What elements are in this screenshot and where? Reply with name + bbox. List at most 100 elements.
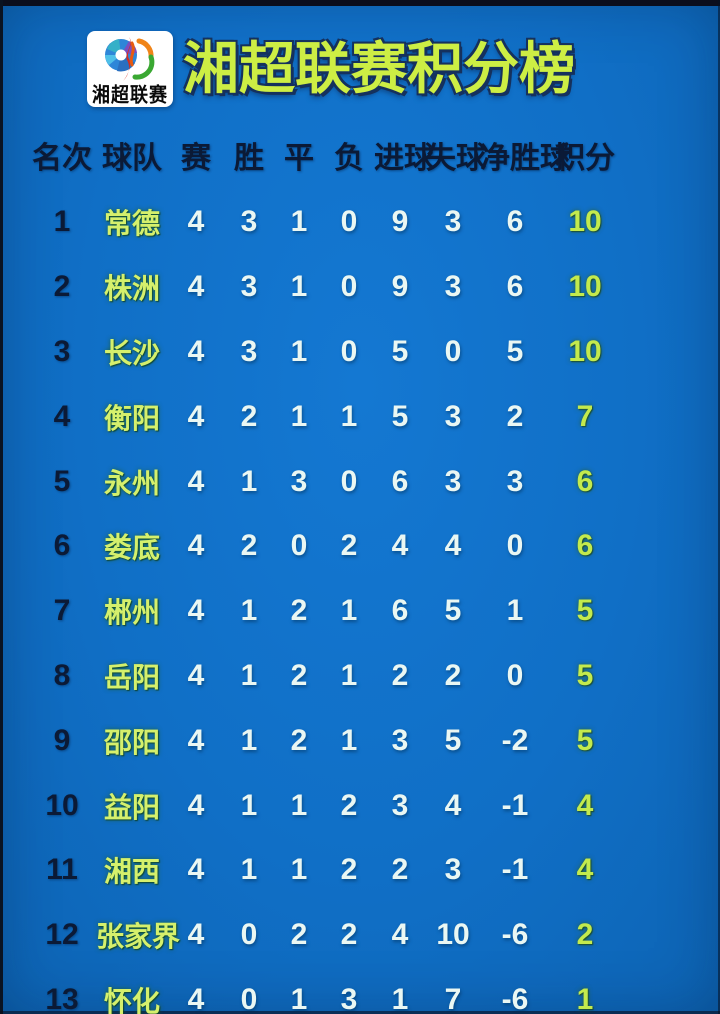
draws-cell: 1 bbox=[290, 205, 308, 239]
draws-cell: 1 bbox=[290, 788, 308, 822]
rank-cell: 12 bbox=[45, 918, 79, 952]
draws-cell: 1 bbox=[290, 853, 308, 887]
rank-cell: 5 bbox=[53, 464, 71, 498]
goal-diff-cell: 1 bbox=[506, 594, 524, 628]
points-cell: 2 bbox=[576, 918, 594, 952]
played-cell: 4 bbox=[187, 918, 205, 952]
rank-cell: 1 bbox=[53, 205, 71, 239]
column-header: 赛 bbox=[181, 142, 211, 175]
losses-cell: 2 bbox=[340, 918, 358, 952]
goals-for-cell: 5 bbox=[391, 399, 409, 433]
table-row: 10 益阳 4 1 1 2 3 4 -1 4 bbox=[0, 773, 692, 838]
team-cell: 株洲 bbox=[103, 273, 160, 305]
wins-cell: 3 bbox=[240, 205, 258, 239]
losses-cell: 1 bbox=[340, 399, 358, 433]
table-row: 3 长沙 4 3 1 0 5 0 5 10 bbox=[0, 320, 692, 385]
goal-diff-cell: 3 bbox=[506, 464, 524, 498]
rank-cell: 10 bbox=[45, 788, 79, 822]
goals-for-cell: 3 bbox=[391, 723, 409, 757]
draws-cell: 1 bbox=[290, 334, 308, 368]
table-row: 2 株洲 4 3 1 0 9 3 6 10 bbox=[0, 255, 692, 320]
rank-cell: 13 bbox=[45, 982, 79, 1014]
goals-for-cell: 4 bbox=[391, 529, 409, 563]
goals-against-cell: 0 bbox=[444, 334, 462, 368]
rank-cell: 3 bbox=[53, 334, 71, 368]
played-cell: 4 bbox=[187, 594, 205, 628]
points-cell: 7 bbox=[576, 399, 594, 433]
points-cell: 10 bbox=[568, 205, 602, 239]
points-cell: 6 bbox=[576, 464, 594, 498]
team-cell: 岳阳 bbox=[103, 661, 160, 693]
points-cell: 4 bbox=[576, 853, 594, 887]
wins-cell: 1 bbox=[240, 594, 258, 628]
bottom-edge bbox=[0, 1011, 720, 1014]
column-header: 负 bbox=[334, 142, 364, 175]
wins-cell: 2 bbox=[240, 529, 258, 563]
column-header: 胜 bbox=[234, 142, 264, 175]
goals-for-cell: 6 bbox=[391, 594, 409, 628]
points-cell: 6 bbox=[576, 529, 594, 563]
losses-cell: 2 bbox=[340, 788, 358, 822]
team-cell: 湘西 bbox=[103, 856, 160, 888]
table-row: 11 湘西 4 1 1 2 2 3 -1 4 bbox=[0, 838, 692, 903]
losses-cell: 1 bbox=[340, 723, 358, 757]
goals-against-cell: 7 bbox=[444, 982, 462, 1014]
goal-diff-cell: -1 bbox=[501, 788, 529, 822]
wins-cell: 1 bbox=[240, 464, 258, 498]
team-cell: 娄底 bbox=[103, 532, 160, 564]
table-row: 12 张家界 4 0 2 2 4 10 -6 2 bbox=[0, 903, 692, 968]
goals-against-cell: 3 bbox=[444, 399, 462, 433]
losses-cell: 0 bbox=[340, 270, 358, 304]
played-cell: 4 bbox=[187, 205, 205, 239]
column-header-row: 名次 球队 赛 胜 平 负 进球 失球 净胜球 积分 bbox=[0, 132, 720, 178]
wins-cell: 3 bbox=[240, 334, 258, 368]
goals-for-cell: 3 bbox=[391, 788, 409, 822]
table-row: 1 常德 4 3 1 0 9 3 6 10 bbox=[0, 190, 692, 255]
rank-cell: 4 bbox=[53, 399, 71, 433]
played-cell: 4 bbox=[187, 464, 205, 498]
wins-cell: 1 bbox=[240, 658, 258, 692]
league-logo: 湘超联赛 bbox=[87, 31, 173, 107]
goal-diff-cell: 6 bbox=[506, 205, 524, 239]
goals-against-cell: 3 bbox=[444, 464, 462, 498]
column-header: 失球 bbox=[426, 142, 486, 175]
goal-diff-cell: 6 bbox=[506, 270, 524, 304]
goal-diff-cell: -1 bbox=[501, 853, 529, 887]
goals-for-cell: 4 bbox=[391, 918, 409, 952]
played-cell: 4 bbox=[187, 399, 205, 433]
points-cell: 10 bbox=[568, 334, 602, 368]
draws-cell: 2 bbox=[290, 594, 308, 628]
table-row: 4 衡阳 4 2 1 1 5 3 2 7 bbox=[0, 384, 692, 449]
team-cell: 常德 bbox=[103, 208, 160, 240]
team-cell: 长沙 bbox=[103, 337, 160, 369]
played-cell: 4 bbox=[187, 853, 205, 887]
goals-against-cell: 10 bbox=[436, 918, 470, 952]
points-cell: 5 bbox=[576, 658, 594, 692]
draws-cell: 0 bbox=[290, 529, 308, 563]
table-row: 5 永州 4 1 3 0 6 3 3 6 bbox=[0, 449, 692, 514]
league-emblem-icon bbox=[105, 37, 155, 81]
column-header: 进球 bbox=[374, 142, 434, 175]
points-cell: 5 bbox=[576, 594, 594, 628]
goals-for-cell: 2 bbox=[391, 658, 409, 692]
wins-cell: 1 bbox=[240, 853, 258, 887]
goals-against-cell: 5 bbox=[444, 594, 462, 628]
goals-against-cell: 3 bbox=[444, 205, 462, 239]
rank-cell: 7 bbox=[53, 594, 71, 628]
column-header: 名次 bbox=[32, 142, 92, 175]
goals-for-cell: 2 bbox=[391, 853, 409, 887]
wins-cell: 1 bbox=[240, 788, 258, 822]
wins-cell: 0 bbox=[240, 982, 258, 1014]
draws-cell: 1 bbox=[290, 982, 308, 1014]
table-row: 6 娄底 4 2 0 2 4 4 0 6 bbox=[0, 514, 692, 579]
draws-cell: 2 bbox=[290, 723, 308, 757]
standings-table: 1 常德 4 3 1 0 9 3 6 10 2 株洲 4 3 1 0 9 3 bbox=[0, 190, 692, 1014]
rank-cell: 8 bbox=[53, 658, 71, 692]
team-cell: 益阳 bbox=[103, 791, 160, 823]
top-letterbox-bar bbox=[0, 0, 720, 6]
played-cell: 4 bbox=[187, 658, 205, 692]
losses-cell: 0 bbox=[340, 464, 358, 498]
goals-for-cell: 1 bbox=[391, 982, 409, 1014]
points-cell: 10 bbox=[568, 270, 602, 304]
